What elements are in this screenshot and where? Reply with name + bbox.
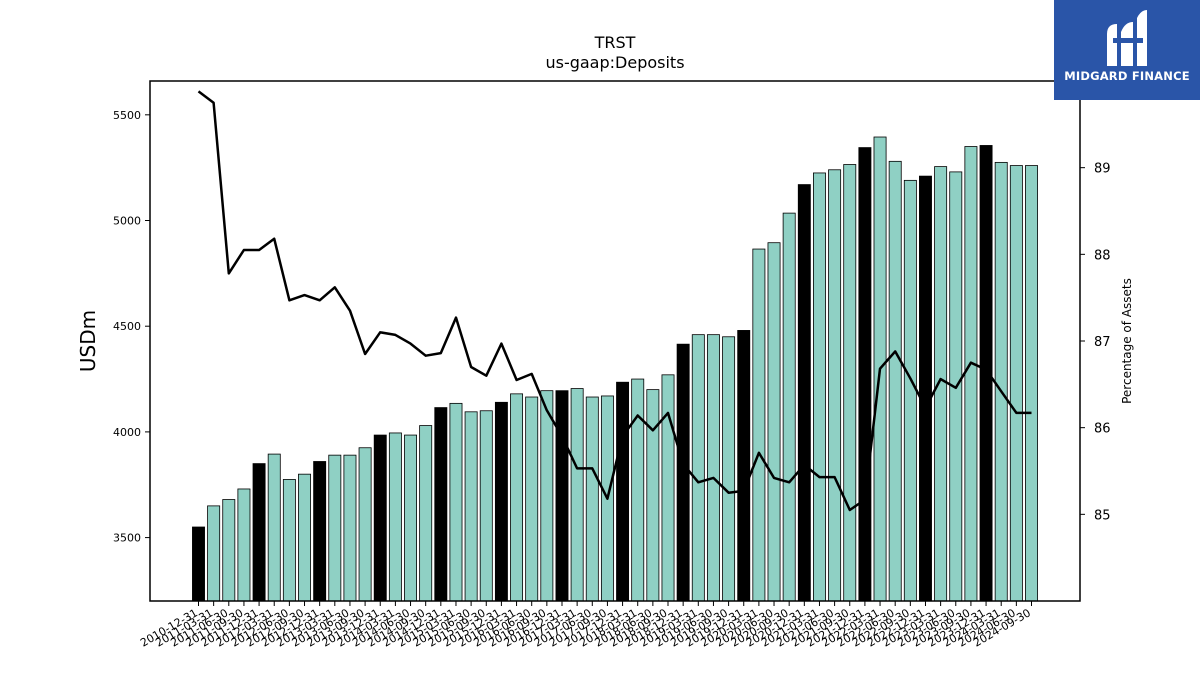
bar-2019-12-31 — [737, 330, 751, 602]
bar-2015-09-30 — [479, 410, 493, 602]
bar-2024-03-31 — [994, 161, 1008, 602]
y-tick-label-4000: 4000 — [113, 426, 141, 439]
bar-2017-06-30 — [585, 396, 599, 602]
bar-2014-06-30 — [404, 434, 417, 602]
bar-2012-03-31 — [267, 453, 281, 602]
bar-2021-12-31 — [858, 147, 872, 602]
bar-2021-06-30 — [828, 169, 842, 602]
y2-axis-label: Percentage of Assets — [1120, 278, 1134, 404]
bar-2011-12-31 — [252, 463, 266, 602]
bar-2021-09-30 — [843, 164, 857, 602]
bar-2014-12-31 — [434, 407, 448, 602]
bar-2010-12-31 — [192, 526, 205, 602]
bar-2013-06-30 — [343, 454, 357, 602]
bar-2022-06-30 — [888, 160, 902, 602]
bar-2018-12-31 — [676, 343, 690, 602]
bar-2011-06-30 — [222, 499, 236, 602]
bar-2013-03-31 — [328, 454, 342, 602]
y-tick-label-4500: 4500 — [113, 320, 141, 333]
y2-tick-label-89: 89 — [1094, 162, 1111, 177]
bar-2019-09-30 — [722, 336, 736, 602]
y-tick-label-3500: 3500 — [113, 532, 141, 545]
bar-2016-03-31 — [510, 393, 524, 602]
bar-2015-12-31 — [494, 401, 508, 602]
bar-2013-09-30 — [358, 447, 372, 602]
bar-2018-06-30 — [646, 389, 660, 602]
bar-2015-06-30 — [464, 411, 478, 602]
bar-2016-06-30 — [525, 396, 539, 602]
logo-text: MIDGARD FINANCE — [1064, 69, 1190, 83]
y2-tick-label-86: 86 — [1094, 422, 1111, 437]
bar-2024-09-30 — [1025, 165, 1038, 602]
y2-tick-label-88: 88 — [1094, 248, 1111, 263]
bar-2018-03-31 — [631, 378, 645, 602]
bar-2022-12-31 — [919, 175, 932, 602]
bar-2011-09-30 — [237, 488, 251, 602]
bar-2020-09-30 — [782, 212, 796, 602]
chart-title: TRST — [594, 33, 636, 52]
chart-subtitle: us-gaap:Deposits — [545, 53, 684, 72]
bar-2020-06-30 — [767, 242, 781, 602]
bar-2015-03-31 — [449, 402, 463, 602]
bar-2019-03-31 — [691, 334, 705, 602]
y2-tick-label-87: 87 — [1094, 335, 1111, 350]
y-axis-label: USDm — [76, 310, 100, 372]
bar-2012-06-30 — [282, 479, 296, 602]
bar-2023-09-30 — [964, 146, 978, 602]
bar-2012-09-30 — [298, 473, 311, 602]
bar-2014-03-31 — [388, 432, 402, 602]
bar-2023-12-31 — [979, 145, 993, 602]
bar-2017-12-31 — [616, 381, 630, 602]
bar-2014-09-30 — [419, 425, 433, 602]
bar-2020-12-31 — [797, 184, 811, 602]
bar-2020-03-31 — [752, 248, 766, 602]
midgard-finance-logo: MIDGARD FINANCE — [1054, 0, 1200, 100]
y-tick-label-5500: 5500 — [113, 109, 141, 122]
bar-2018-09-30 — [661, 374, 675, 602]
y-tick-label-5000: 5000 — [113, 215, 141, 228]
bar-2012-12-31 — [313, 461, 327, 602]
bar-2021-03-31 — [813, 172, 826, 602]
percentage-of-assets-line — [197, 90, 1032, 512]
bar-2016-09-30 — [540, 390, 554, 602]
bar-2016-12-31 — [555, 390, 569, 602]
midgard-logo-mark-icon — [1107, 10, 1147, 66]
bar-2022-09-30 — [903, 179, 917, 602]
bar-2013-12-31 — [373, 434, 387, 602]
bar-2024-06-30 — [1009, 165, 1023, 602]
bar-2019-06-30 — [706, 334, 720, 602]
bar-2017-03-31 — [570, 388, 584, 602]
bar-2011-03-31 — [207, 505, 221, 602]
y2-tick-label-85: 85 — [1094, 508, 1111, 523]
bar-2023-03-31 — [934, 166, 948, 602]
